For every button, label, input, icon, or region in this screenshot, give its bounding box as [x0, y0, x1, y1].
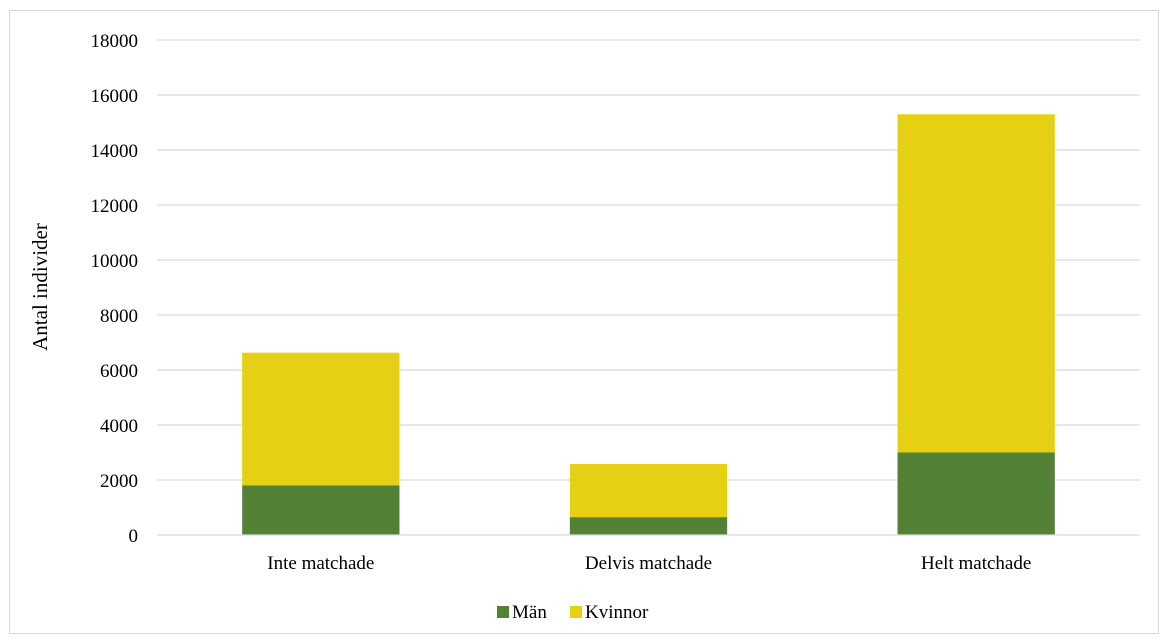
bar-kvinnor-1: [569, 464, 728, 518]
bar-man-2: [897, 452, 1055, 535]
y-tick-label: 4000: [100, 416, 138, 437]
x-tick-label: Helt matchade: [921, 553, 1031, 574]
bar-kvinnor-0: [242, 352, 400, 486]
x-axis-ticks: Inte matchade Delvis matchade Helt matchad…: [267, 553, 1031, 574]
y-tick-label: 12000: [91, 196, 139, 217]
y-axis-ticks: 0 2000 4000 6000 8000 10000 12000 14000 16000 180…: [91, 31, 139, 547]
legend-label-0: Män: [512, 602, 547, 623]
y-tick-label: 18000: [91, 31, 139, 52]
legend: Män Kvinnor: [497, 602, 649, 623]
y-tick-label: 16000: [91, 86, 139, 107]
legend-swatch-0: [497, 606, 509, 618]
bars: [242, 114, 1055, 535]
y-tick-label: 14000: [91, 141, 139, 162]
bar-kvinnor-2: [897, 114, 1055, 453]
legend-label-1: Kvinnor: [585, 602, 649, 623]
y-axis-title: Antal individer: [28, 223, 52, 351]
y-tick-label: 10000: [91, 251, 139, 272]
y-tick-label: 2000: [100, 471, 138, 492]
y-tick-label: 8000: [100, 306, 138, 327]
x-tick-label: Inte matchade: [267, 553, 374, 574]
x-tick-label: Delvis matchade: [585, 553, 712, 574]
legend-swatch-1: [570, 606, 582, 618]
bar-man-1: [569, 517, 728, 535]
y-tick-label: 0: [129, 526, 139, 547]
bar-man-0: [242, 485, 400, 535]
y-tick-label: 6000: [100, 361, 138, 382]
